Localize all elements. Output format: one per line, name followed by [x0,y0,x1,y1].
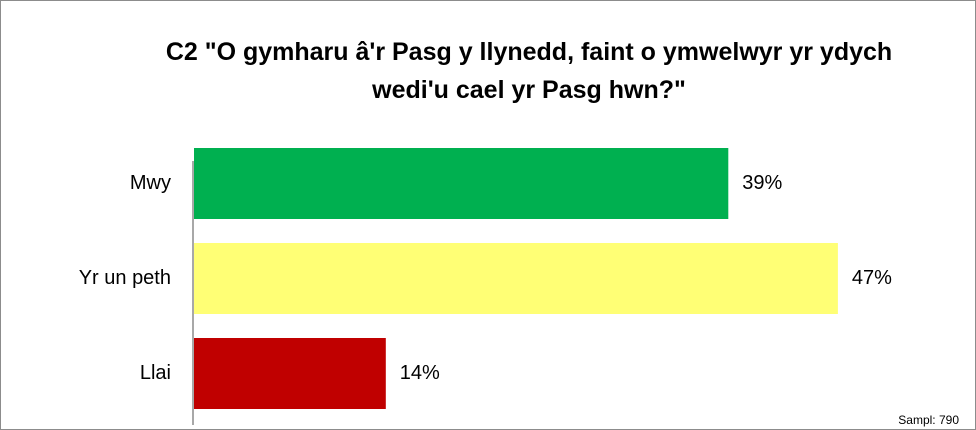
category-label: Yr un peth [79,267,171,289]
bar [194,243,838,314]
value-label: 14% [400,362,440,384]
value-label: 47% [852,267,892,289]
category-label: Mwy [130,172,171,194]
bar [194,338,386,409]
category-label: Llai [140,362,171,384]
chart-title: C2 "O gymharu â'r Pasg y llynedd, faint … [165,38,893,104]
value-label: 39% [742,172,782,194]
bar [194,148,729,219]
sample-note: Sampl: 790 [898,413,959,427]
